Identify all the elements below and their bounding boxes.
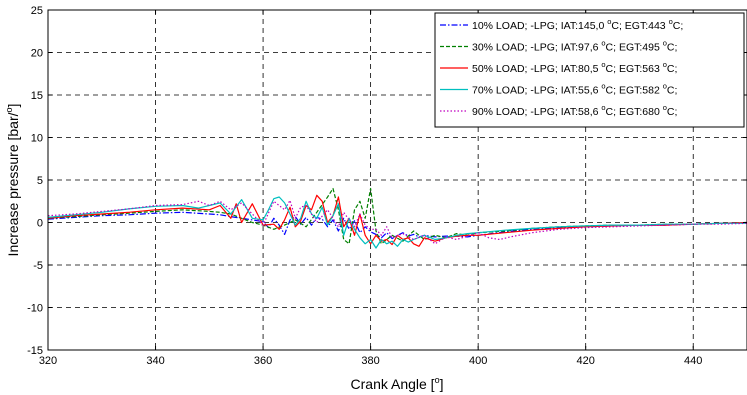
y-tick-label: 25 — [31, 5, 43, 17]
x-tick-label: 380 — [361, 355, 379, 367]
x-tick-label: 440 — [684, 355, 702, 367]
series-line-4 — [47, 196, 747, 249]
x-tick-label: 420 — [577, 355, 595, 367]
axis-ticks — [47, 9, 747, 351]
series-layer — [47, 187, 747, 249]
x-tick-label: 320 — [39, 355, 57, 367]
legend-entry-2: 30% LOAD; -LPG; IAT:97,6 oC; EGT:495 oC; — [472, 39, 677, 54]
legend-entry-4: 70% LOAD; -LPG; IAT:55,6 oC; EGT:582 oC; — [472, 82, 677, 97]
y-tick-label: 10 — [31, 133, 43, 145]
y-tick-label: 20 — [31, 48, 43, 60]
y-tick-label: 15 — [31, 90, 43, 102]
x-tick-label: 340 — [146, 355, 164, 367]
y-axis-label: Increase pressure [bar/o] — [4, 104, 21, 257]
x-axis-label: Crank Angle [o] — [351, 375, 444, 392]
y-tick-label: 5 — [37, 175, 43, 187]
series-line-5 — [47, 199, 747, 245]
x-tick-label: 360 — [254, 355, 272, 367]
y-tick-label: -5 — [33, 260, 43, 272]
x-tick-label: 400 — [469, 355, 487, 367]
tick-labels: 320 340 360 380 400 420 440 25 20 15 10 5 0 -5 -10 -15 — [27, 5, 702, 367]
legend: 10% LOAD; -LPG; IAT:145,0 oC; EGT:443 oC… — [434, 12, 745, 128]
legend-entry-3: 50% LOAD; -LPG; IAT:80,5 oC; EGT:563 oC; — [472, 60, 677, 75]
legend-box — [434, 12, 745, 128]
y-tick-label: -15 — [27, 345, 43, 357]
y-tick-label: -10 — [27, 303, 43, 315]
series-line-3 — [47, 194, 747, 247]
legend-entry-1: 10% LOAD; -LPG; IAT:145,0 oC; EGT:443 oC… — [472, 17, 683, 32]
y-tick-label: 0 — [37, 218, 43, 230]
legend-entry-5: 90% LOAD; -LPG; IAT:58,6 oC; EGT:680 oC; — [472, 103, 677, 118]
